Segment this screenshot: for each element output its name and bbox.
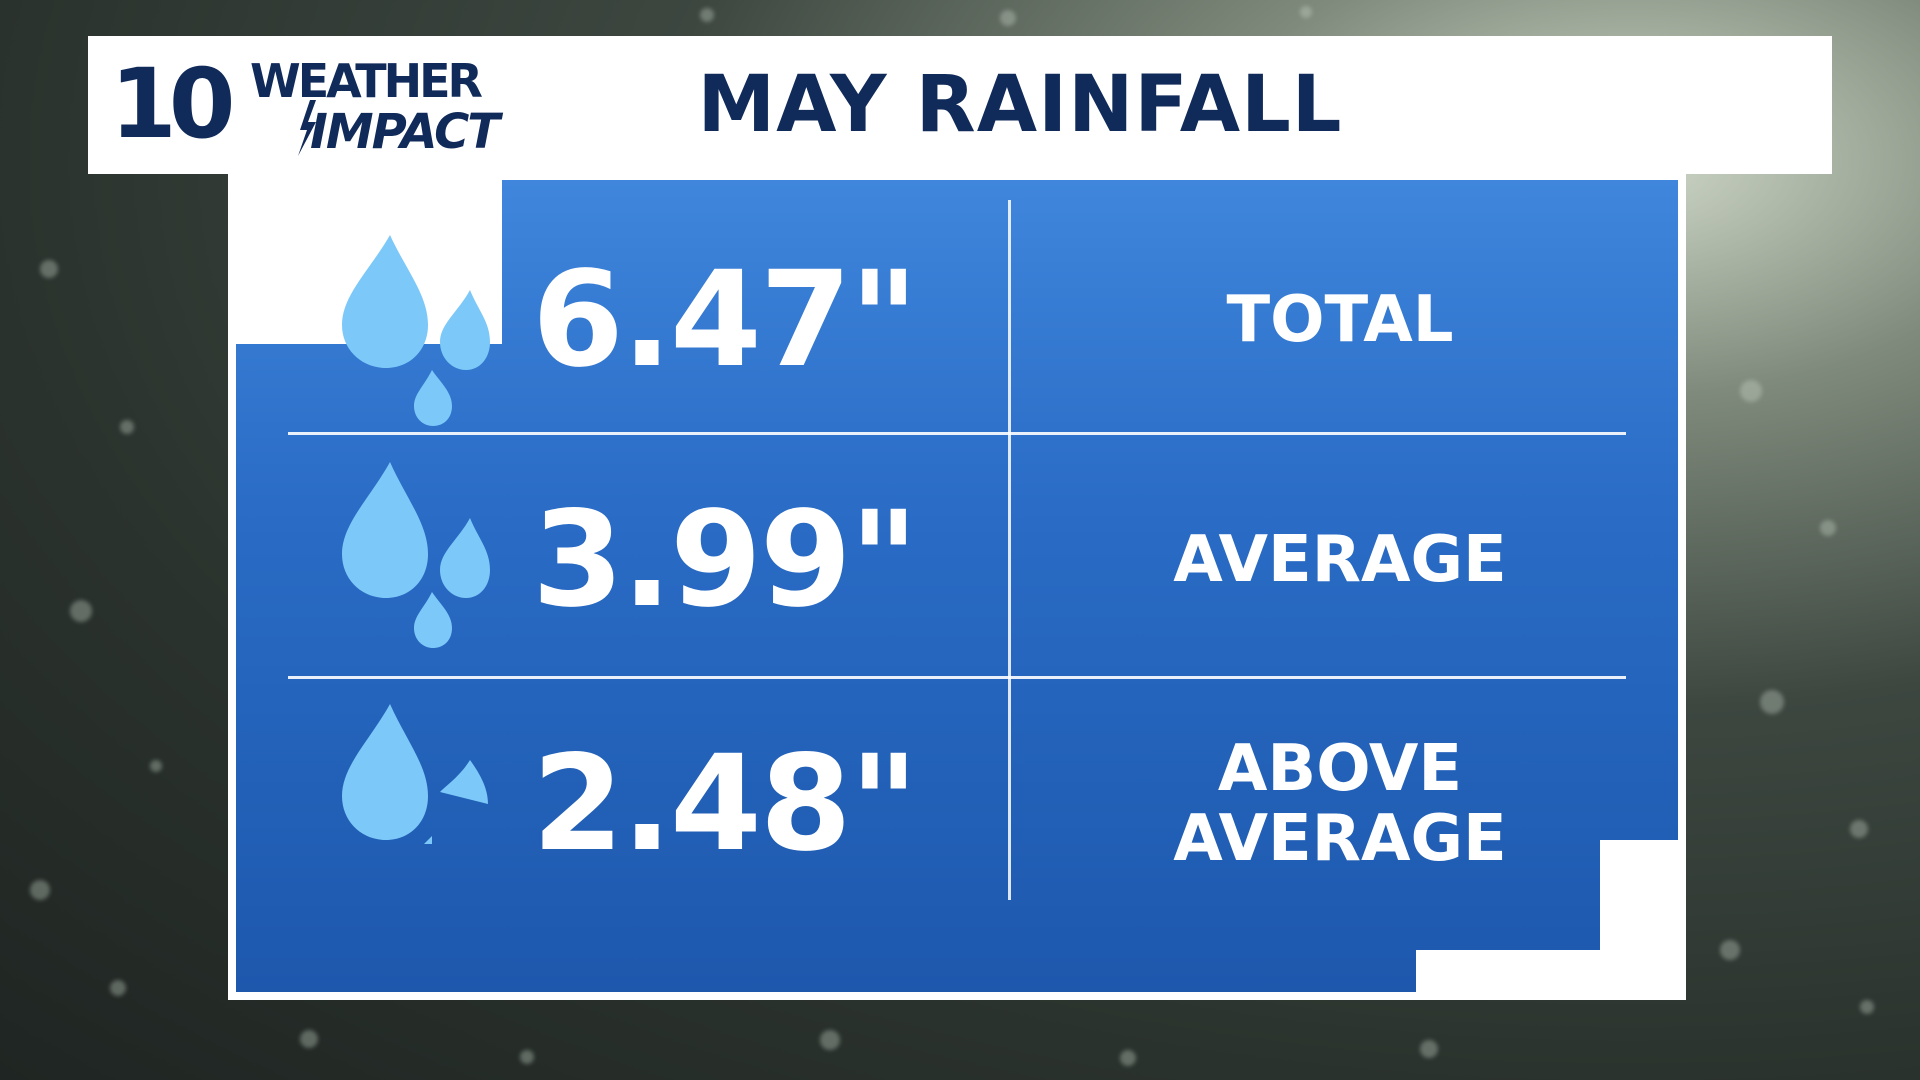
- above-average-value: 2.48": [532, 727, 918, 881]
- page-title: MAY RAINFALL: [697, 60, 1343, 150]
- raindrops-icon: [342, 704, 488, 844]
- logo-impact-text: IMPACT: [310, 104, 500, 160]
- column-divider: [1008, 200, 1011, 900]
- average-value: 3.99": [532, 483, 918, 637]
- raindrops-icon: [342, 462, 490, 648]
- total-value: 6.47": [532, 243, 918, 397]
- above-average-label: ABOVE AVERAGE: [1080, 684, 1600, 924]
- lightning-bolt-icon: [298, 100, 316, 156]
- logo-weather-text: WEATHER: [250, 54, 483, 108]
- above-average-label-line1: ABOVE: [1217, 731, 1463, 806]
- logo-number: 10: [110, 48, 236, 160]
- header-bar: [88, 36, 1832, 174]
- total-label: TOTAL: [1226, 282, 1454, 357]
- rainfall-row-above-average: 2.48" ABOVE AVERAGE: [300, 684, 1630, 924]
- rainfall-row-average: 3.99" AVERAGE: [300, 440, 1630, 680]
- row-divider: [288, 432, 1626, 435]
- rainfall-row-total: 6.47" TOTAL: [300, 200, 1630, 440]
- station-logo: 10 WEATHER IMPACT: [110, 50, 550, 166]
- above-average-label-line2: AVERAGE: [1173, 802, 1507, 876]
- average-label: AVERAGE: [1173, 522, 1507, 597]
- raindrops-icon: [342, 235, 490, 426]
- row-divider: [288, 676, 1626, 679]
